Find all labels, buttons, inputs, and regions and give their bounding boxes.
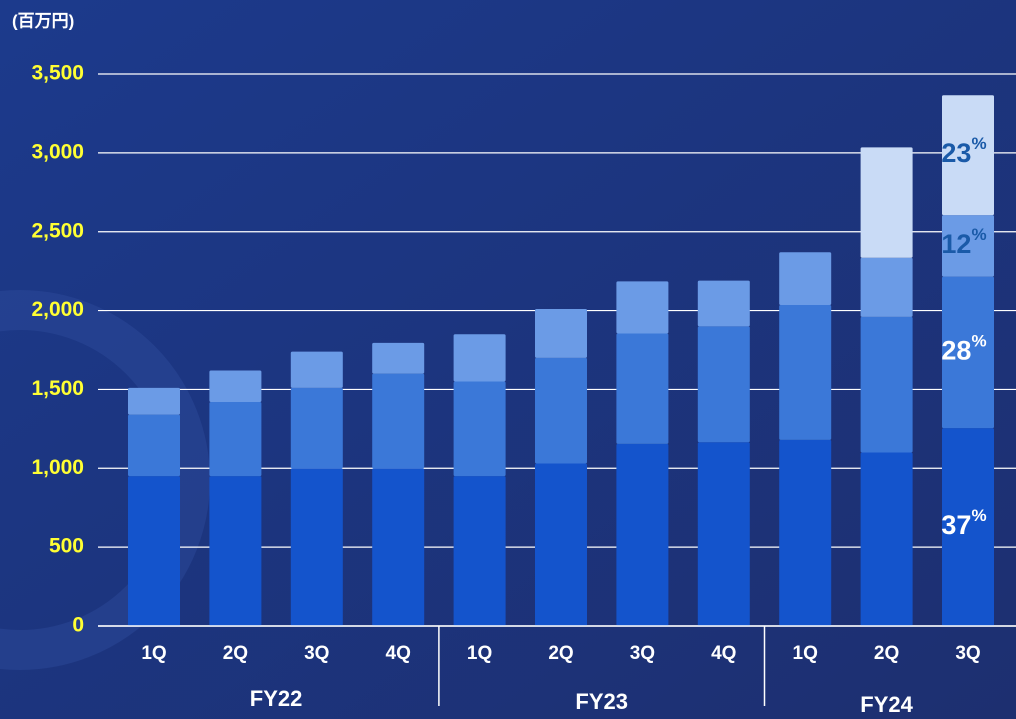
bar-segment: [128, 387, 180, 415]
bar-segment: [942, 215, 994, 277]
bar-segment: [860, 147, 913, 258]
y-tick-label: 2,500: [31, 219, 84, 242]
bar-segment: [779, 305, 832, 440]
bar-segment: [860, 452, 913, 626]
bar-segment: [290, 387, 343, 469]
bar-segment: [697, 326, 750, 443]
bar-segment: [372, 342, 425, 374]
bar-segment: [697, 442, 750, 626]
y-tick-label: 1,500: [31, 377, 84, 400]
share-value: 37: [941, 510, 971, 540]
bar-segment: [128, 414, 180, 477]
y-tick-label: 2,000: [31, 298, 84, 321]
group-label: FY22: [250, 686, 303, 711]
bar-segment: [942, 276, 994, 429]
share-value: 12: [941, 229, 971, 259]
bar-segment: [860, 257, 913, 317]
x-tick-label: 2Q: [874, 643, 899, 664]
bar-segment: [779, 252, 832, 306]
bar-segment: [209, 370, 262, 403]
x-tick-label: 1Q: [141, 643, 166, 664]
share-value: 28: [941, 335, 971, 365]
share-unit: %: [971, 135, 986, 154]
bar-segment: [209, 402, 262, 477]
bar-segment: [942, 95, 994, 216]
bar-segment: [616, 443, 669, 626]
x-tick-label: 2Q: [223, 643, 248, 664]
bar-segment: [453, 476, 506, 626]
unit-label: (百万円): [12, 11, 74, 30]
share-unit: %: [971, 507, 986, 526]
bar-segment: [128, 476, 180, 626]
x-tick-label: 3Q: [630, 643, 655, 664]
y-tick-label: 500: [49, 535, 84, 558]
x-tick-label: 3Q: [304, 643, 329, 664]
share-label: 37%: [941, 507, 986, 541]
bar-segment: [372, 468, 425, 626]
x-tick-label: 1Q: [793, 643, 818, 664]
share-label: 23%: [941, 135, 986, 169]
share-label: 12%: [941, 225, 986, 259]
x-tick-label: 4Q: [386, 643, 411, 664]
share-unit: %: [971, 332, 986, 351]
bar-segment: [453, 334, 506, 382]
group-label: FY23: [575, 689, 628, 714]
bar-segment: [616, 333, 669, 444]
bar-segment: [290, 351, 343, 388]
bar-segment: [535, 463, 587, 626]
decoration: [0, 290, 210, 670]
x-tick-label: 3Q: [955, 643, 980, 664]
x-tick-label: 4Q: [711, 643, 736, 664]
y-tick-label: 1,000: [31, 456, 84, 479]
bar-segment: [453, 381, 506, 477]
bar-segment: [290, 468, 343, 626]
y-tick-label: 3,500: [31, 62, 84, 85]
bar-segment: [209, 476, 262, 626]
bar-segment: [535, 308, 587, 358]
bar-segment: [779, 439, 832, 626]
group-label: FY24: [860, 692, 913, 717]
bar-segment: [942, 428, 994, 626]
share-label: 28%: [941, 332, 986, 366]
bar-segment: [372, 373, 425, 469]
bar-segment: [860, 316, 913, 453]
x-tick-label: 1Q: [467, 643, 492, 664]
bar-segment: [535, 357, 587, 464]
bar-segment: [697, 280, 750, 327]
share-unit: %: [971, 225, 986, 244]
x-tick-label: 2Q: [548, 643, 573, 664]
bar-segment: [616, 281, 669, 334]
y-tick-label: 0: [72, 614, 84, 637]
share-value: 23: [941, 138, 971, 168]
y-tick-label: 3,000: [31, 140, 84, 163]
